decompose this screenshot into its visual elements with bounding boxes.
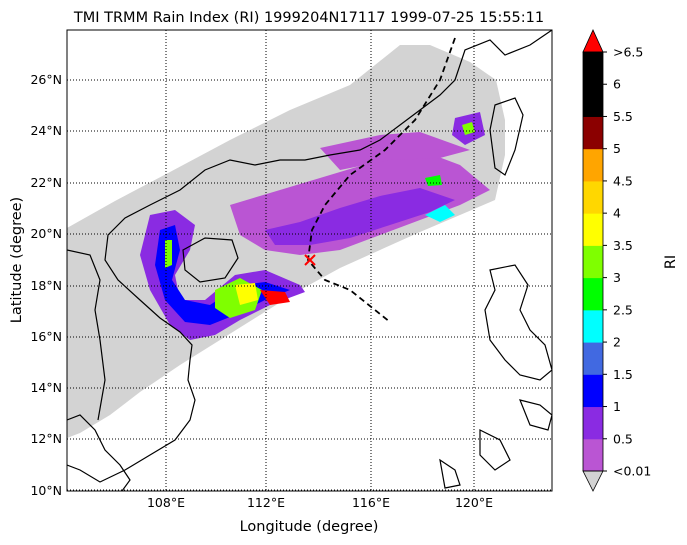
y-tick-label: 16°N	[30, 329, 62, 344]
colorbar: <0.01 0.5 1 1.5 2 2.5 3 3.5 4 4.5 5 5.5 6 >6.5 RI	[582, 29, 679, 492]
colorbar-segment	[583, 309, 603, 343]
y-tick-label: 18°N	[30, 278, 62, 293]
map-frame	[66, 29, 553, 492]
colorbar-tick-label: 4	[613, 206, 621, 221]
colorbar-label: RI	[663, 255, 679, 269]
colorbar-tick-label: 5.5	[613, 109, 633, 124]
y-tick-label: 14°N	[30, 380, 62, 395]
colorbar-under-arrow	[582, 470, 604, 492]
colorbar-segment	[583, 148, 603, 182]
x-axis-label: Longitude (degree)	[240, 519, 379, 535]
colorbar-segment	[583, 374, 603, 408]
colorbar-segment	[583, 180, 603, 214]
colorbar-segment	[583, 342, 603, 375]
map-title: TMI TRMM Rain Index (RI) 1999204N17117 1…	[73, 10, 544, 26]
colorbar-tick-label: 3	[613, 270, 621, 285]
colorbar-tick-label: 1	[613, 399, 621, 414]
x-tick-label: 116°E	[352, 495, 390, 510]
colorbar-segment	[583, 277, 603, 311]
colorbar-segment	[583, 116, 603, 150]
colorbar-tick-label: 5	[613, 141, 621, 156]
y-tick-label: 12°N	[30, 431, 62, 446]
colorbar-segment	[583, 245, 603, 279]
map-panel	[66, 29, 553, 492]
y-axis-label: Latitude (degree)	[9, 197, 25, 323]
y-tick-label: 26°N	[30, 72, 62, 87]
y-tick-label: 20°N	[30, 226, 62, 241]
y-tick-label: 24°N	[30, 123, 62, 138]
colorbar-segment	[583, 84, 603, 117]
colorbar-frame	[582, 51, 604, 472]
colorbar-tick-label: >6.5	[613, 45, 643, 60]
colorbar-segment	[583, 213, 603, 246]
colorbar-segment	[583, 438, 603, 472]
colorbar-tick-label: 1.5	[613, 367, 633, 382]
storm-track	[304, 37, 456, 323]
x-tick-label: 108°E	[147, 495, 185, 510]
y-tick-label: 22°N	[30, 175, 62, 190]
colorbar-tick-label: 2.5	[613, 302, 633, 317]
colorbar-segment	[583, 52, 603, 85]
colorbar-segment	[583, 406, 603, 440]
x-tick-label: 120°E	[455, 495, 493, 510]
x-tick-label: 112°E	[247, 495, 285, 510]
colorbar-tick-label: 4.5	[613, 173, 633, 188]
colorbar-tick-label: <0.01	[613, 464, 651, 479]
coastlines	[67, 30, 552, 491]
colorbar-tick-label: 0.5	[613, 431, 633, 446]
y-axis: 10°N 12°N 14°N 16°N 18°N 20°N 22°N 24°N …	[9, 72, 62, 498]
colorbar-over-arrow	[582, 29, 604, 53]
colorbar-tick-label: 6	[613, 77, 621, 92]
y-tick-label: 10°N	[30, 483, 62, 498]
colorbar-tick-label: 2	[613, 335, 621, 350]
x-axis: 108°E 112°E 116°E 120°E Longitude (degre…	[147, 495, 493, 535]
storm-position-marker	[304, 254, 316, 266]
gridlines	[67, 30, 552, 491]
colorbar-tick-label: 3.5	[613, 238, 633, 253]
